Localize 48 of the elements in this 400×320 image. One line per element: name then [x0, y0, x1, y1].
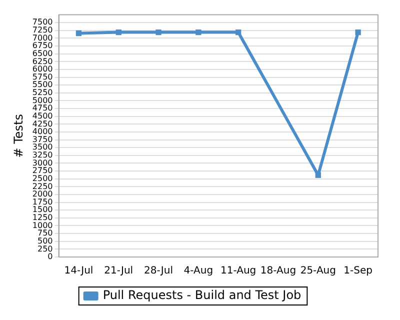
x-tick-label: 18-Aug [260, 266, 296, 277]
y-tick-label: 3000 [32, 158, 53, 168]
y-tick-label: 6750 [32, 41, 53, 50]
y-tick-label: 5000 [32, 96, 53, 105]
y-tick-label: 3500 [32, 142, 53, 152]
y-tick-label: 3250 [32, 150, 53, 160]
y-tick-label: 1250 [32, 213, 53, 222]
x-tick-label: 1-Sep [344, 266, 372, 277]
point [116, 29, 122, 36]
y-tick-label: 5250 [32, 88, 53, 98]
x-tick-label: 21-Jul [104, 266, 134, 277]
y-tick-label: 750 [37, 228, 53, 238]
y-tick-label: 1750 [32, 197, 53, 206]
y-tick-label: 4750 [32, 104, 53, 113]
y-tick-label: 7000 [32, 33, 53, 42]
y-tick-label: 1500 [32, 205, 53, 214]
y-tick-label: 4500 [32, 111, 53, 120]
y-tick-label: 0 [48, 252, 53, 262]
y-tick-label: 6250 [32, 56, 53, 66]
x-tick-label: 4-Aug [184, 266, 214, 277]
x-tick-label: 28-Jul [144, 266, 174, 277]
y-tick-label: 6000 [32, 64, 53, 74]
y-tick-label: 7250 [32, 26, 53, 35]
y-tick-label: 500 [37, 236, 53, 246]
y-axis-title: # Tests [11, 114, 26, 158]
x-tick-label: 25-Aug [300, 266, 336, 277]
y-tick-label: 5500 [32, 80, 53, 90]
point [236, 29, 242, 36]
point [76, 30, 82, 36]
point [315, 172, 321, 178]
point [196, 29, 202, 36]
legend-label: Pull Requests - Build and Test Job [102, 288, 302, 302]
y-tick-label: 4250 [32, 119, 53, 128]
y-tick-label: 2250 [32, 182, 53, 191]
y-tick-label: 250 [37, 244, 53, 254]
y-tick-label: 4000 [32, 127, 53, 136]
y-tick-label: 2500 [32, 174, 53, 183]
y-tick-label: 5750 [32, 72, 53, 82]
y-tick-label: 6500 [32, 48, 53, 58]
point [156, 29, 162, 36]
x-tick-label: 14-Jul [64, 266, 94, 277]
x-tick-label: 11-Aug [220, 266, 256, 277]
y-tick-label: 7500 [32, 18, 53, 27]
y-tick-label: 3750 [32, 134, 53, 144]
y-tick-label: 1000 [32, 220, 53, 230]
y-tick-label: 2000 [32, 190, 53, 199]
point [355, 29, 361, 36]
y-tick-label: 2750 [32, 166, 53, 176]
